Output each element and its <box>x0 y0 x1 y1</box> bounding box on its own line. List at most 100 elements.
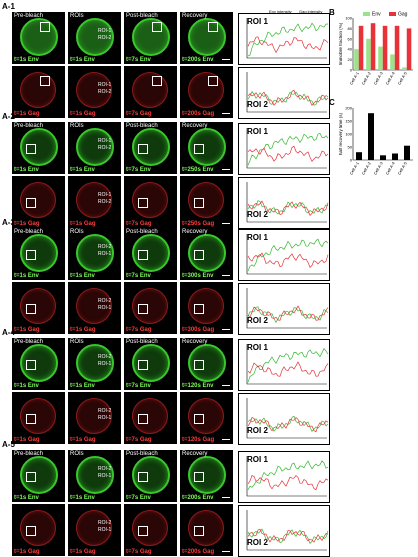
timestamp-label: t=7s Env <box>126 167 151 173</box>
cell-outline <box>188 18 226 56</box>
y-tick-label: 80 <box>348 26 353 31</box>
timestamp-label: t=1s Env <box>70 383 95 389</box>
cell-outline <box>76 72 112 108</box>
roi2-recovery-plot: ROI 2 <box>238 177 330 229</box>
plot-axes <box>246 234 327 275</box>
recovery-curve-svg <box>246 456 329 497</box>
recovery-curve <box>247 200 329 215</box>
timestamp-label: t=1s Env <box>14 495 39 501</box>
roi-label: ROI-2 <box>98 354 112 360</box>
column-header: Post-bleach <box>126 123 158 129</box>
timestamp-label: t=250s Env <box>182 167 214 173</box>
x-category-label: Cell A-5 <box>397 160 409 175</box>
roi-plot-title: ROI 1 <box>247 127 268 136</box>
cell-outline <box>20 18 58 56</box>
recovery-curve <box>247 90 329 106</box>
column-header: ROIs <box>70 451 84 457</box>
gag-image-panel: t=120s Gag <box>180 392 233 444</box>
cell-outline <box>76 128 114 166</box>
column-header: Recovery <box>182 451 208 457</box>
cell-outline <box>76 456 114 494</box>
scale-bar <box>222 329 230 330</box>
panel-letter: C <box>329 98 335 107</box>
roi-label: ROI-1 <box>98 473 112 479</box>
bleach-region-box <box>26 526 36 536</box>
recovery-curve <box>247 22 329 57</box>
roi1-recovery-plot: ROI 1 <box>238 229 330 281</box>
bleach-region-box <box>26 360 36 370</box>
env-image-panel: Recovery t=200s Env <box>180 450 233 502</box>
gag-image-panel: t=250s Gag <box>180 176 233 228</box>
gag-image-panel: t=200s Gag <box>180 66 233 118</box>
legend-swatch <box>363 12 370 16</box>
gag-image-panel: t=1s Gag <box>12 392 65 444</box>
plot-axes <box>246 18 327 59</box>
bar <box>370 23 376 70</box>
y-tick-label: 200 <box>345 106 352 111</box>
bar <box>404 145 410 160</box>
bar-chart-c: C 0 50 100 150 200 Cell A-1 Cell A-2 Cell A-3 Cel… <box>329 98 417 200</box>
bleach-region-box <box>194 250 204 260</box>
x-category-label: Cell A-1 <box>349 160 361 175</box>
roi-label: ROI-1 <box>98 138 112 144</box>
bleach-region-box <box>26 414 36 424</box>
y-tick-label: 150 <box>345 119 352 124</box>
x-category-label: Cell A-1 <box>349 70 361 85</box>
gag-image-panel: t=1s Gag <box>12 66 65 118</box>
recovery-curve-svg <box>246 288 329 329</box>
cell-outline <box>76 344 114 382</box>
x-category-label: Cell A-3 <box>373 70 385 85</box>
recovery-curve <box>247 305 329 321</box>
recovery-curve <box>247 347 329 383</box>
roi2-recovery-plot: ROI 2 <box>238 505 330 557</box>
env-image-panel: Recovery t=250s Env <box>180 122 233 174</box>
bleach-region-box <box>194 414 204 424</box>
column-header: Recovery <box>182 339 208 345</box>
bleach-region-box <box>40 76 50 86</box>
roi-label: ROI-2 <box>98 408 112 414</box>
env-image-panel: Post-bleach t=7s Env <box>124 338 177 390</box>
env-image-panel: ROIs ROI-2 ROI-1 t=1s Env <box>68 228 121 280</box>
gag-image-panel: t=1s Gag <box>12 504 65 556</box>
bar <box>406 28 412 70</box>
timestamp-label: t=1s Gag <box>70 437 96 443</box>
env-image-panel: Pre-bleach t=1s Env <box>12 450 65 502</box>
gag-image-panel: ROI-2 ROI-1 t=1s Gag <box>68 392 121 444</box>
x-category-label: Cell A-3 <box>373 160 385 175</box>
cell-outline <box>76 398 112 434</box>
cell-outline <box>20 72 56 108</box>
gag-image-panel: t=200s Gag <box>180 504 233 556</box>
legend-label: Gag <box>398 12 408 18</box>
timestamp-label: t=200s Env <box>182 57 214 63</box>
timestamp-label: t=7s Env <box>126 495 151 501</box>
scale-bar <box>222 275 230 276</box>
scale-bar <box>222 223 230 224</box>
recovery-curve-svg <box>246 18 329 59</box>
plot-axes <box>246 288 327 329</box>
panel-letter: B <box>329 8 335 17</box>
roi-label: ROI-1 <box>98 192 112 198</box>
y-axis-label: Immobile fraction (%) <box>339 22 343 65</box>
timestamp-label: t=7s Gag <box>126 327 152 333</box>
bleach-region-box <box>138 414 148 424</box>
bleach-region-box <box>26 250 36 260</box>
bar <box>394 25 400 70</box>
gag-image-panel: t=7s Gag <box>124 176 177 228</box>
timestamp-label: t=200s Env <box>182 495 214 501</box>
gag-image-panel: t=7s Gag <box>124 66 177 118</box>
bar <box>354 49 359 70</box>
column-header: Post-bleach <box>126 451 158 457</box>
timestamp-label: t=7s Gag <box>126 221 152 227</box>
column-header: ROIs <box>70 229 84 235</box>
recovery-curve <box>247 145 329 163</box>
bleach-region-box <box>138 472 148 482</box>
recovery-curve <box>247 36 329 54</box>
env-image-panel: ROIs ROI-2 ROI-1 t=1s Env <box>68 338 121 390</box>
recovery-curve-svg <box>246 398 329 439</box>
roi-label: ROI-1 <box>98 415 112 421</box>
timestamp-label: t=7s Env <box>126 57 151 63</box>
bleach-region-box <box>138 526 148 536</box>
bar <box>402 67 407 70</box>
env-image-panel: Post-bleach t=7s Env <box>124 122 177 174</box>
